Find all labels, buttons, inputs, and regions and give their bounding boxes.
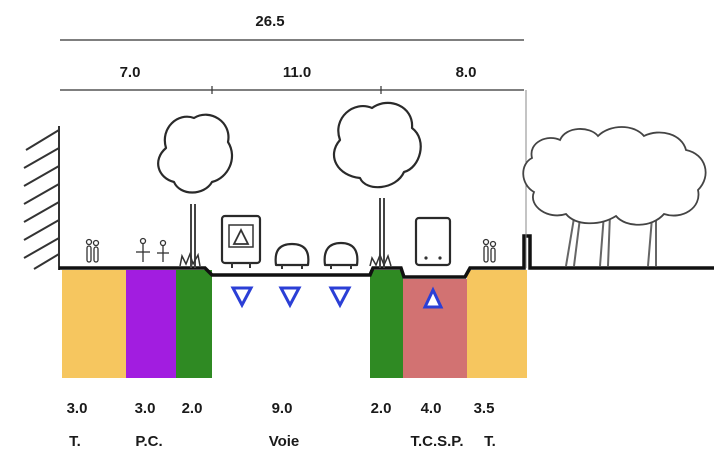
tree-grove-icon — [522, 126, 707, 267]
group-width-label-left: 7.0 — [120, 64, 141, 81]
down-triangle-icon — [230, 286, 254, 309]
band-pc — [126, 270, 176, 378]
band-planting-strip — [176, 270, 212, 378]
band-name-label: Voie — [269, 433, 300, 450]
band-name-label: P.C. — [135, 433, 162, 450]
tree-icon — [332, 101, 422, 268]
ground-line — [59, 234, 714, 279]
group-width-label-right: 8.0 — [456, 64, 477, 81]
band-t — [62, 270, 126, 378]
tram-icon — [414, 216, 452, 267]
direction-arrows — [230, 286, 444, 309]
tree-icon — [157, 113, 234, 268]
band-width-label: 2.0 — [182, 400, 203, 417]
band-t — [467, 270, 527, 378]
pedestrian-icon — [85, 238, 100, 263]
band-width-label: 3.5 — [474, 400, 495, 417]
car-icon — [274, 242, 310, 269]
band-width-label: 4.0 — [421, 400, 442, 417]
pedestrian-icon — [482, 238, 497, 263]
group-width-label-middle: 11.0 — [283, 64, 311, 81]
band-width-label: 3.0 — [135, 400, 156, 417]
band-width-label: 3.0 — [67, 400, 88, 417]
building-wall — [23, 126, 60, 270]
band-name-label: T. — [69, 433, 81, 450]
car-icon — [323, 241, 359, 269]
band-name-label: T. — [484, 433, 496, 450]
band-width-label: 9.0 — [272, 400, 293, 417]
down-triangle-icon — [278, 286, 302, 309]
down-triangle-icon — [328, 286, 352, 309]
bands — [62, 270, 527, 378]
cyclist-icon — [136, 237, 169, 262]
band-width-label: 2.0 — [371, 400, 392, 417]
bus-icon — [220, 214, 262, 268]
up-triangle-icon — [422, 286, 444, 309]
total-width-label: 26.5 — [255, 13, 284, 30]
band-planting-strip — [370, 270, 403, 378]
band-labels: 3.0 T. 3.0 P.C. 2.0 9.0 Voie 2.0 4.0 T.C.S.P. 3.5 T… — [67, 400, 496, 450]
band-name-label: T.C.S.P. — [410, 433, 463, 450]
